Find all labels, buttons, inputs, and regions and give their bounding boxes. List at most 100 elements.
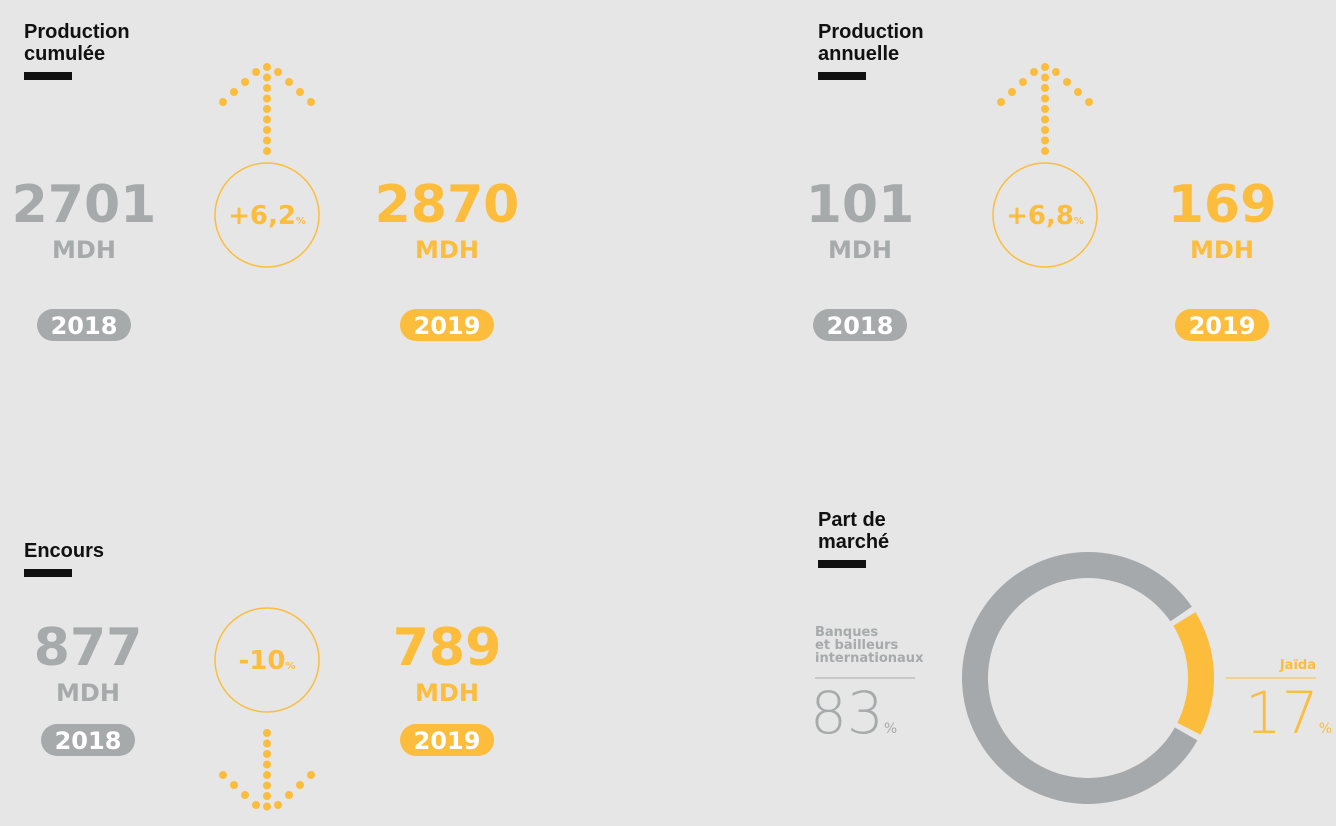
segment-number: 83 bbox=[810, 679, 884, 747]
arrow-dot bbox=[263, 147, 271, 155]
change-label: +6,2% bbox=[228, 201, 306, 231]
segment-label: Banques bbox=[815, 625, 878, 640]
arrow-dot bbox=[1041, 136, 1049, 145]
segment-label: et bailleurs bbox=[815, 638, 898, 653]
arrow-dot bbox=[1074, 88, 1082, 96]
kpi-value: 877 bbox=[34, 618, 143, 678]
arrow-dot bbox=[241, 78, 249, 86]
year-pill bbox=[400, 309, 494, 341]
arrow-dot bbox=[263, 750, 271, 758]
title-bar bbox=[24, 569, 72, 577]
arrow-dot bbox=[263, 739, 271, 748]
arrow-dot bbox=[1041, 115, 1049, 124]
arrow-dot bbox=[1041, 63, 1049, 71]
kpi-unit: MDH bbox=[1190, 236, 1254, 264]
panel-title: Production bbox=[818, 21, 924, 43]
change-value: +6,2 bbox=[228, 201, 296, 231]
arrow-dot bbox=[252, 68, 260, 76]
panel-title: annuelle bbox=[818, 43, 899, 65]
title-bar bbox=[818, 560, 866, 568]
panel-title: Production bbox=[24, 21, 130, 43]
change-circle bbox=[214, 607, 320, 713]
segment-number: 17 bbox=[1245, 679, 1319, 747]
arrow-dot bbox=[1041, 105, 1049, 113]
arrow-dot bbox=[274, 801, 282, 809]
panel-title: Encours bbox=[24, 540, 104, 562]
arrow-dot bbox=[1041, 84, 1049, 92]
segment-label: internationaux bbox=[815, 651, 924, 666]
arrow-dot bbox=[274, 68, 282, 76]
change-circle bbox=[214, 162, 320, 268]
arrow-dot bbox=[285, 78, 293, 86]
title-bar bbox=[24, 72, 72, 80]
arrow-dot bbox=[241, 791, 249, 799]
year-label: 2019 bbox=[414, 312, 481, 340]
segment-label: Jaïda bbox=[1279, 658, 1316, 673]
arrow-dot bbox=[263, 729, 271, 737]
arrow-dot bbox=[263, 136, 271, 145]
arrow-dot bbox=[263, 802, 271, 811]
panel-title: marché bbox=[818, 531, 889, 553]
year-pill bbox=[813, 309, 907, 341]
kpi-unit: MDH bbox=[52, 236, 116, 264]
arrow-dot bbox=[263, 84, 271, 92]
arrow-dot bbox=[263, 781, 271, 790]
kpi-unit: MDH bbox=[56, 679, 120, 707]
arrow-dot bbox=[1052, 68, 1060, 76]
change-label: +6,8% bbox=[1006, 201, 1084, 231]
segment-unit: % bbox=[1319, 721, 1332, 737]
arrow-dot bbox=[296, 88, 304, 96]
change-value: -10 bbox=[238, 646, 285, 676]
arrow-dot bbox=[1063, 78, 1071, 86]
change-unit: % bbox=[1074, 216, 1084, 227]
year-label: 2019 bbox=[414, 727, 481, 755]
change-label: -10% bbox=[238, 646, 295, 676]
year-pill bbox=[41, 724, 135, 756]
panel-title: cumulée bbox=[24, 43, 105, 65]
arrow-dot bbox=[230, 88, 238, 96]
kpi-value: 789 bbox=[393, 618, 502, 678]
arrow-dot bbox=[263, 94, 271, 103]
segment-value: 83% bbox=[810, 679, 897, 747]
arrow-dot bbox=[1019, 78, 1027, 86]
arrow-dot bbox=[263, 771, 271, 779]
arrow-dot bbox=[285, 791, 293, 799]
arrow-dot bbox=[296, 781, 304, 789]
year-label: 2018 bbox=[827, 312, 894, 340]
arrow-dot bbox=[263, 760, 271, 769]
arrow-dot bbox=[1041, 126, 1049, 134]
change-value: +6,8 bbox=[1006, 201, 1074, 231]
segment-unit: % bbox=[884, 721, 897, 737]
arrow-dot bbox=[263, 105, 271, 113]
arrow-dot bbox=[307, 98, 315, 106]
change-unit: % bbox=[285, 661, 295, 672]
arrow-dot bbox=[263, 73, 271, 82]
arrow-dot bbox=[1041, 94, 1049, 103]
change-circle bbox=[992, 162, 1098, 268]
year-pill bbox=[37, 309, 131, 341]
year-pill bbox=[400, 724, 494, 756]
arrow-dot bbox=[263, 792, 271, 800]
arrow-dot bbox=[1085, 98, 1093, 106]
panel-title: Part de bbox=[818, 509, 886, 531]
kpi-value: 101 bbox=[806, 175, 915, 235]
kpi-value: 2870 bbox=[375, 175, 520, 235]
donut-segment bbox=[1173, 612, 1214, 735]
arrow-dot bbox=[997, 98, 1005, 106]
year-label: 2019 bbox=[1189, 312, 1256, 340]
arrow-dot bbox=[1030, 68, 1038, 76]
arrow-dot bbox=[252, 801, 260, 809]
arrow-dot bbox=[219, 98, 227, 106]
year-pill bbox=[1175, 309, 1269, 341]
kpi-unit: MDH bbox=[415, 679, 479, 707]
arrow-dot bbox=[307, 771, 315, 779]
segment-value: 17% bbox=[1245, 679, 1332, 747]
title-bar bbox=[818, 72, 866, 80]
change-unit: % bbox=[296, 216, 306, 227]
arrow-dot bbox=[1041, 73, 1049, 82]
kpi-unit: MDH bbox=[828, 236, 892, 264]
year-label: 2018 bbox=[55, 727, 122, 755]
kpi-unit: MDH bbox=[415, 236, 479, 264]
